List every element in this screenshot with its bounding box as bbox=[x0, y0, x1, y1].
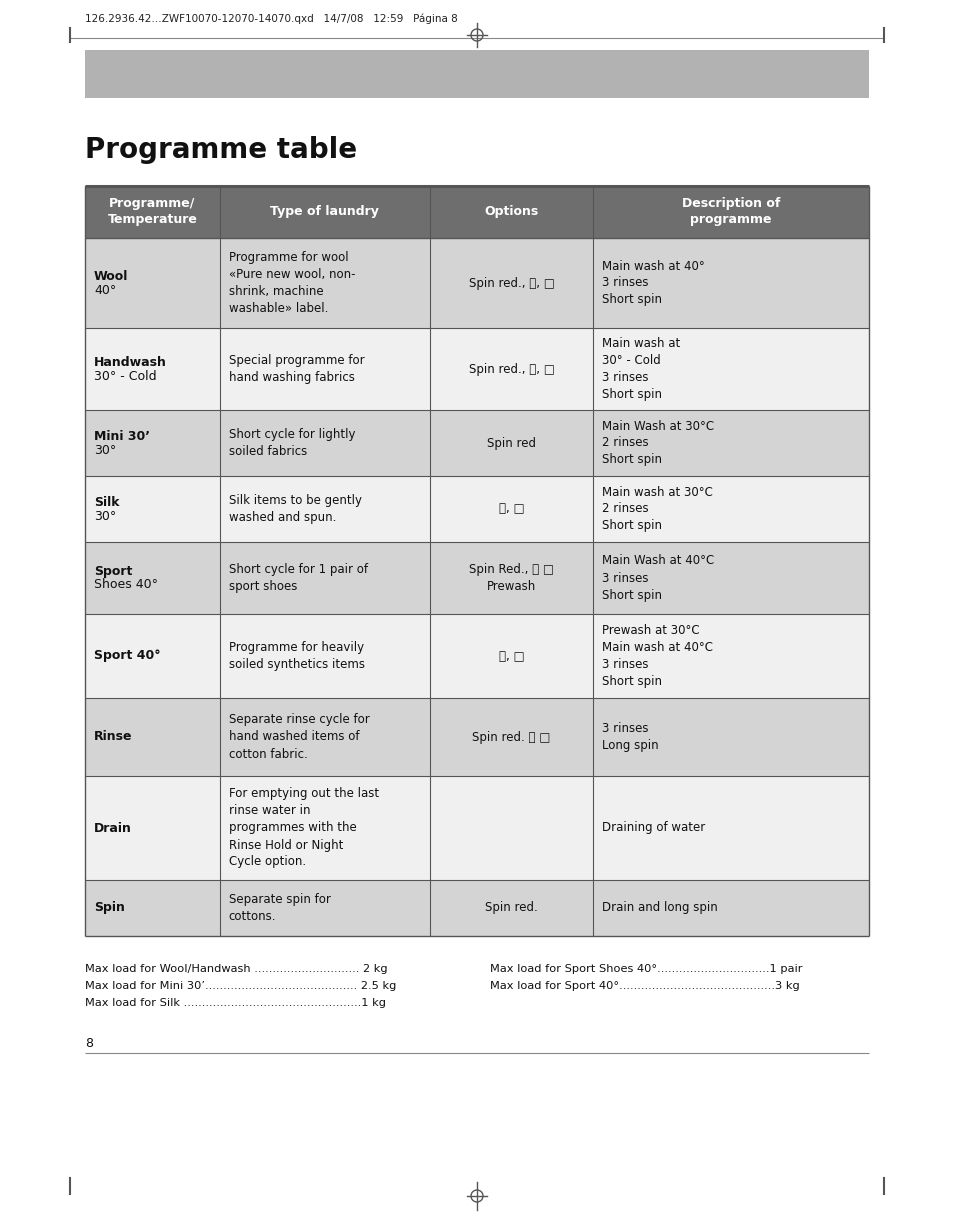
Text: Spin red: Spin red bbox=[486, 436, 536, 450]
Text: Programme table: Programme table bbox=[85, 136, 356, 164]
Bar bbox=[85, 476, 868, 542]
Text: Max load for Sport 40°...........................................3 kg: Max load for Sport 40°..................… bbox=[490, 981, 799, 991]
Bar bbox=[85, 186, 868, 238]
Text: Programme for wool
«Pure new wool, non-
shrink, machine
washable» label.: Programme for wool «Pure new wool, non- … bbox=[229, 251, 355, 315]
Text: ⓦ, □: ⓦ, □ bbox=[498, 503, 524, 515]
Text: Short cycle for lightly
soiled fabrics: Short cycle for lightly soiled fabrics bbox=[229, 428, 355, 459]
Text: Sport 40°: Sport 40° bbox=[94, 650, 160, 662]
Text: Separate spin for
cottons.: Separate spin for cottons. bbox=[229, 893, 331, 923]
Bar bbox=[85, 776, 868, 880]
Text: Rinse: Rinse bbox=[94, 731, 132, 743]
Text: Programme/
Temperature: Programme/ Temperature bbox=[108, 197, 197, 227]
Text: Separate rinse cycle for
hand washed items of
cotton fabric.: Separate rinse cycle for hand washed ite… bbox=[229, 714, 369, 760]
Text: For emptying out the last
rinse water in
programmes with the
Rinse Hold or Night: For emptying out the last rinse water in… bbox=[229, 787, 378, 868]
Text: Options: Options bbox=[484, 206, 538, 218]
Text: Silk: Silk bbox=[94, 495, 119, 509]
Text: Silk items to be gently
washed and spun.: Silk items to be gently washed and spun. bbox=[229, 494, 361, 524]
Text: Spin red. ⓦ □: Spin red. ⓦ □ bbox=[472, 731, 550, 743]
Text: 126.2936.42…ZWF10070-12070-14070.qxd   14/7/08   12:59   Página 8: 126.2936.42…ZWF10070-12070-14070.qxd 14/… bbox=[85, 13, 457, 25]
Text: Sport: Sport bbox=[94, 564, 132, 577]
Text: Spin Red., ⓦ □
Prewash: Spin Red., ⓦ □ Prewash bbox=[469, 563, 554, 593]
Text: Shoes 40°: Shoes 40° bbox=[94, 579, 158, 591]
Text: 40°: 40° bbox=[94, 283, 116, 297]
Text: Drain: Drain bbox=[94, 821, 132, 835]
Text: Drain and long spin: Drain and long spin bbox=[601, 901, 717, 915]
Text: Max load for Sport Shoes 40°...............................1 pair: Max load for Sport Shoes 40°............… bbox=[490, 964, 801, 973]
Text: ⓦ, □: ⓦ, □ bbox=[498, 650, 524, 662]
Text: 3 rinses
Long spin: 3 rinses Long spin bbox=[601, 722, 658, 752]
Text: Main Wash at 30°C
2 rinses
Short spin: Main Wash at 30°C 2 rinses Short spin bbox=[601, 419, 714, 467]
Bar bbox=[85, 542, 868, 614]
Text: 30° - Cold: 30° - Cold bbox=[94, 369, 156, 383]
Text: Type of laundry: Type of laundry bbox=[271, 206, 379, 218]
Text: Spin red., ⓦ, □: Spin red., ⓦ, □ bbox=[468, 363, 554, 375]
Bar bbox=[85, 880, 868, 935]
Text: Special programme for
hand washing fabrics: Special programme for hand washing fabri… bbox=[229, 354, 364, 384]
Text: Wool: Wool bbox=[94, 270, 129, 282]
Text: Spin red., ⓦ, □: Spin red., ⓦ, □ bbox=[468, 277, 554, 289]
Text: Main wash at 40°
3 rinses
Short spin: Main wash at 40° 3 rinses Short spin bbox=[601, 260, 704, 306]
Bar bbox=[85, 409, 868, 476]
Bar bbox=[85, 50, 868, 98]
Bar bbox=[85, 238, 868, 329]
Bar bbox=[85, 698, 868, 776]
Bar bbox=[85, 614, 868, 698]
Text: Programme for heavily
soiled synthetics items: Programme for heavily soiled synthetics … bbox=[229, 641, 364, 671]
Text: 8: 8 bbox=[85, 1037, 92, 1049]
Text: Handwash: Handwash bbox=[94, 356, 167, 369]
Text: Main Wash at 40°C
3 rinses
Short spin: Main Wash at 40°C 3 rinses Short spin bbox=[601, 554, 714, 602]
Text: Max load for Mini 30’.......................................... 2.5 kg: Max load for Mini 30’...................… bbox=[85, 981, 395, 991]
Text: 30°: 30° bbox=[94, 510, 116, 522]
Text: Mini 30’: Mini 30’ bbox=[94, 429, 150, 443]
Text: Short cycle for 1 pair of
sport shoes: Short cycle for 1 pair of sport shoes bbox=[229, 563, 368, 593]
Text: Prewash at 30°C
Main wash at 40°C
3 rinses
Short spin: Prewash at 30°C Main wash at 40°C 3 rins… bbox=[601, 624, 712, 688]
Text: Description of
programme: Description of programme bbox=[681, 197, 780, 227]
Text: Max load for Silk .................................................1 kg: Max load for Silk ......................… bbox=[85, 998, 386, 1008]
Text: 30°: 30° bbox=[94, 444, 116, 456]
Text: Spin red.: Spin red. bbox=[485, 901, 537, 915]
Text: Max load for Wool/Handwash ............................. 2 kg: Max load for Wool/Handwash .............… bbox=[85, 964, 387, 973]
Text: Spin: Spin bbox=[94, 901, 125, 915]
Bar bbox=[85, 329, 868, 409]
Text: Draining of water: Draining of water bbox=[601, 821, 704, 835]
Text: Main wash at 30°C
2 rinses
Short spin: Main wash at 30°C 2 rinses Short spin bbox=[601, 485, 712, 532]
Text: Main wash at
30° - Cold
3 rinses
Short spin: Main wash at 30° - Cold 3 rinses Short s… bbox=[601, 337, 679, 401]
